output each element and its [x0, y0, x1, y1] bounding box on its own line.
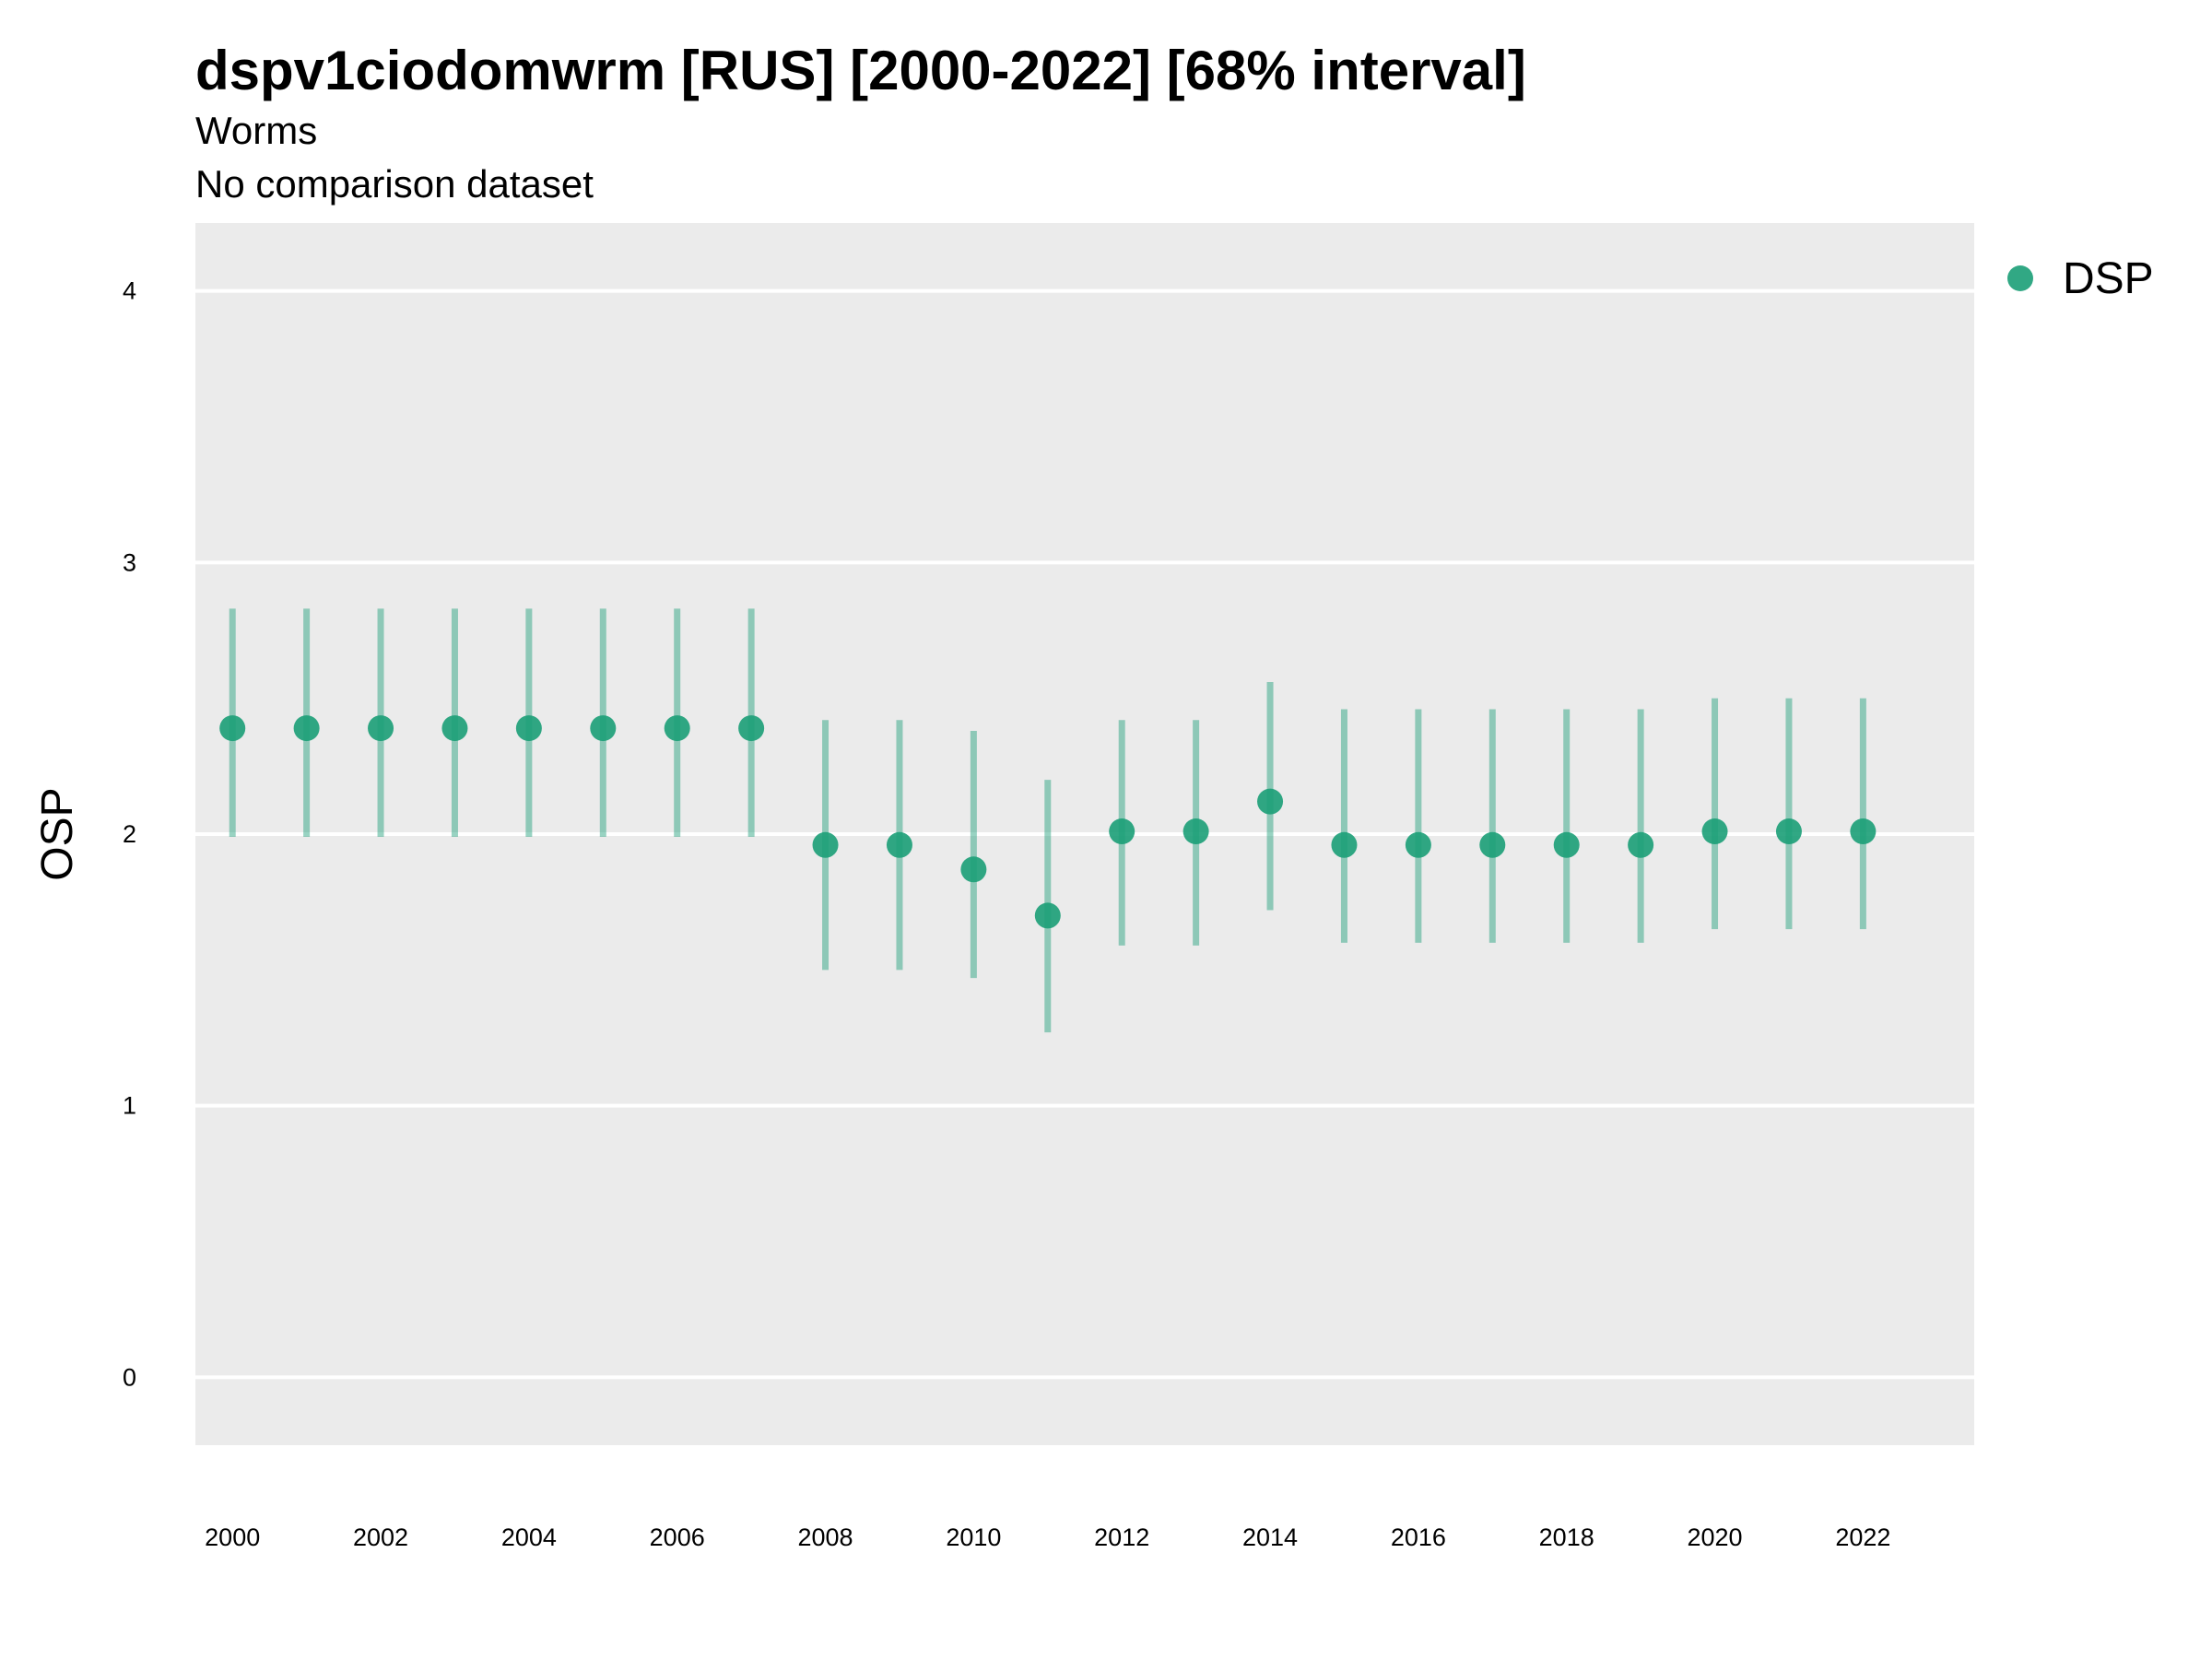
y-tick-label: 1	[123, 1092, 136, 1120]
x-tick-label: 2012	[1094, 1524, 1149, 1551]
data-point-2006	[664, 715, 690, 742]
data-point-2021	[1775, 818, 1802, 845]
data-point-2010	[960, 856, 987, 883]
x-tick-label: 2014	[1242, 1524, 1298, 1551]
data-point-2011	[1034, 902, 1061, 929]
data-point-2014	[1257, 788, 1284, 815]
x-tick-label: 2000	[205, 1524, 260, 1551]
y-tick-label: 3	[123, 548, 136, 576]
data-point-2007	[738, 715, 765, 742]
x-tick-label: 2016	[1391, 1524, 1446, 1551]
x-tick-label: 2020	[1688, 1524, 1743, 1551]
data-point-2004	[515, 715, 542, 742]
data-point-2008	[812, 831, 839, 858]
data-point-2018	[1553, 831, 1580, 858]
data-point-2022	[1850, 818, 1877, 845]
data-point-2020	[1701, 818, 1728, 845]
legend-marker-dsp	[2007, 265, 2033, 291]
x-axis-ticks: 2000 2002 2004 2006 2008 2010 2012 2014 2016 2018…	[205, 1524, 1890, 1551]
data-point-2005	[590, 715, 617, 742]
data-point-2003	[441, 715, 468, 742]
data-point-2012	[1109, 818, 1135, 845]
x-tick-label: 2010	[946, 1524, 1001, 1551]
x-tick-label: 2018	[1539, 1524, 1594, 1551]
data-point-2001	[293, 715, 320, 742]
data-point-2019	[1628, 831, 1654, 858]
data-point-2002	[368, 715, 394, 742]
x-tick-label: 2004	[501, 1524, 557, 1551]
legend-label-dsp: DSP	[2063, 254, 2154, 303]
legend: DSP	[2007, 254, 2154, 303]
data-point-2016	[1405, 831, 1431, 858]
y-axis-label: OSP	[33, 787, 82, 880]
data-point-2009	[886, 831, 912, 858]
chart-subtitle: Worms	[195, 109, 317, 152]
y-tick-label: 2	[123, 820, 136, 848]
data-point-2015	[1331, 831, 1358, 858]
chart-title: dspv1ciodomwrm [RUS] [2000-2022] [68% in…	[195, 40, 1526, 101]
grid-lines	[195, 288, 1974, 1380]
y-tick-label: 4	[123, 277, 136, 305]
data-point-2017	[1479, 831, 1506, 858]
y-tick-label: 0	[123, 1363, 136, 1391]
x-tick-label: 2002	[353, 1524, 408, 1551]
data-points	[219, 715, 1877, 929]
x-tick-label: 2006	[650, 1524, 705, 1551]
y-axis-ticks: 0 1 2 3 4	[123, 277, 136, 1392]
x-tick-label: 2008	[798, 1524, 853, 1551]
data-point-2000	[219, 715, 246, 742]
chart-subtitle-secondary: No comparison dataset	[195, 162, 594, 206]
data-point-2013	[1182, 818, 1209, 845]
x-tick-label: 2022	[1835, 1524, 1890, 1551]
